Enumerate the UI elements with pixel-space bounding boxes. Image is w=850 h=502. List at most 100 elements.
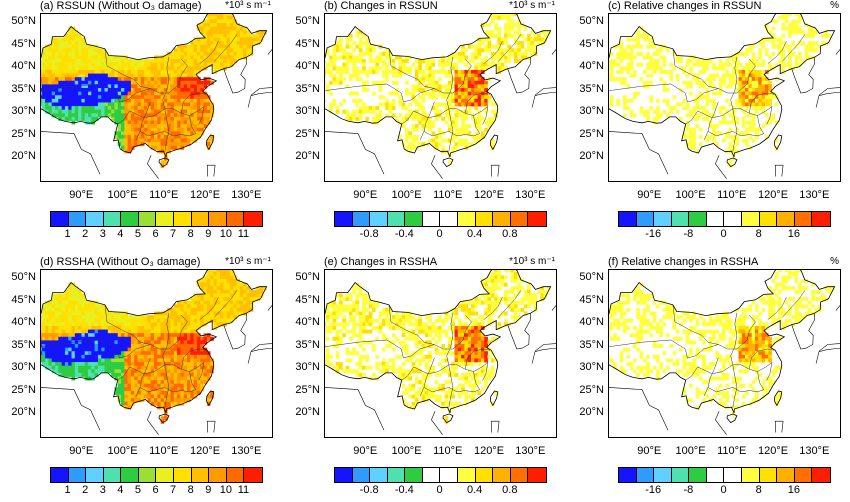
grid-cell xyxy=(708,124,713,129)
grid-cell xyxy=(520,297,525,302)
grid-cell xyxy=(88,44,92,49)
grid-cell xyxy=(84,95,89,100)
country-border xyxy=(609,14,836,158)
grid-cell xyxy=(177,55,181,60)
grid-cell xyxy=(738,98,743,103)
grid-cell xyxy=(768,98,772,103)
grid-cell xyxy=(490,102,495,107)
grid-cell xyxy=(68,365,72,370)
grid-cell xyxy=(196,109,201,114)
grid-cell xyxy=(104,307,109,312)
grid-cell xyxy=(718,120,723,125)
grid-cell xyxy=(114,347,119,352)
grid-cell xyxy=(510,297,515,302)
grid-cell xyxy=(632,113,637,118)
grid-cell xyxy=(68,297,72,302)
grid-cell xyxy=(438,77,442,82)
grid-cell xyxy=(447,127,452,132)
grid-cell xyxy=(45,354,49,359)
grid-cell xyxy=(447,160,452,165)
grid-cell xyxy=(791,41,796,46)
grid-cell xyxy=(490,44,495,49)
grid-cell xyxy=(656,66,660,71)
grid-cell xyxy=(130,102,135,107)
grid-cell xyxy=(183,102,188,107)
grid-cell xyxy=(121,318,125,323)
grid-cell xyxy=(738,77,743,82)
grid-cell xyxy=(183,304,188,309)
grid-cell xyxy=(745,51,749,56)
grid-cell xyxy=(140,88,145,93)
grid-cell xyxy=(45,311,49,316)
province-boundary xyxy=(199,296,219,320)
grid-cell xyxy=(533,293,538,298)
grid-cell xyxy=(97,77,102,82)
grid-cell xyxy=(193,37,198,42)
grid-cell xyxy=(81,84,86,89)
grid-cell xyxy=(88,84,92,89)
latitude-label: 50°N xyxy=(11,271,36,284)
grid-cell xyxy=(814,41,819,46)
grid-cell xyxy=(163,66,168,71)
grid-cell xyxy=(167,398,171,403)
grid-cell xyxy=(480,84,485,89)
grid-cell xyxy=(352,116,356,121)
grid-cell xyxy=(745,88,749,93)
grid-cell xyxy=(438,109,442,114)
grid-cell xyxy=(81,329,86,334)
grid-cell xyxy=(71,116,76,121)
grid-cell xyxy=(180,138,185,143)
grid-cell xyxy=(173,138,178,143)
grid-cell xyxy=(71,336,76,341)
grid-cell xyxy=(140,77,145,82)
grid-cell xyxy=(183,387,188,392)
grid-cell xyxy=(101,84,105,89)
grid-cell xyxy=(154,66,158,71)
grid-cell xyxy=(689,134,693,139)
grid-cell xyxy=(111,347,115,352)
grid-cell xyxy=(117,365,122,370)
grid-cell xyxy=(454,98,459,103)
grid-cell xyxy=(97,51,102,56)
grid-cell xyxy=(345,293,350,298)
grid-cell xyxy=(58,336,63,341)
grid-cell xyxy=(97,351,102,356)
grid-cell xyxy=(81,109,86,114)
grid-cell xyxy=(147,91,152,96)
grid-cell xyxy=(170,372,175,377)
grid-cell xyxy=(649,95,654,100)
grid-cell xyxy=(127,380,132,385)
grid-cell xyxy=(477,98,482,103)
province-boundary xyxy=(189,115,196,134)
grid-cell xyxy=(731,66,736,71)
grid-cell xyxy=(97,336,102,341)
grid-cell xyxy=(692,127,697,132)
grid-cell xyxy=(461,300,465,305)
grid-cell xyxy=(398,102,403,107)
grid-cell xyxy=(348,51,353,56)
grid-cell xyxy=(107,336,112,341)
grid-cell xyxy=(200,354,204,359)
grid-cell xyxy=(157,336,162,341)
grid-cell xyxy=(431,62,436,67)
grid-cell xyxy=(196,372,201,377)
grid-cell xyxy=(778,44,782,49)
grid-cell xyxy=(91,336,96,341)
grid-cell xyxy=(121,344,125,349)
grid-cell xyxy=(527,289,531,294)
grid-cell xyxy=(642,109,647,114)
grid-cell xyxy=(339,66,343,71)
grid-cell xyxy=(48,98,53,103)
grid-cell xyxy=(229,304,234,309)
grid-cell xyxy=(150,380,155,385)
grid-cell xyxy=(223,297,228,302)
grid-cell xyxy=(170,113,175,118)
grid-cell xyxy=(144,380,148,385)
grid-cell xyxy=(124,131,129,136)
grid-cell xyxy=(134,372,138,377)
grid-cell xyxy=(764,91,769,96)
grid-cell xyxy=(173,134,178,139)
grid-cell xyxy=(801,30,805,35)
grid-cell xyxy=(748,124,753,129)
grid-cell xyxy=(540,289,545,294)
